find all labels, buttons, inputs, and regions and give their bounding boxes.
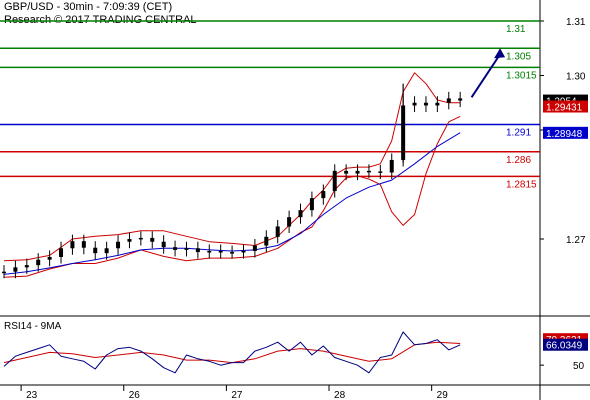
- price-bar-body: [2, 271, 6, 274]
- level-label-1-31: 1.31: [506, 24, 526, 35]
- price-bar-body: [195, 248, 200, 253]
- price-bar-body: [47, 256, 52, 260]
- price-bar-body: [355, 170, 360, 174]
- price-bar-body: [412, 102, 417, 106]
- price-bar-body: [230, 252, 235, 254]
- price-tag-label: 1.29431: [546, 103, 583, 114]
- price-bar-body: [344, 170, 349, 174]
- x-tick-label: 27: [231, 390, 243, 400]
- level-label-1-305: 1.305: [506, 51, 531, 62]
- price-bar-body: [241, 250, 246, 253]
- price-y-tick-label: 1.31: [566, 17, 586, 28]
- price-bar-body: [70, 241, 75, 249]
- price-bar-body: [389, 159, 394, 173]
- price-bar-body: [184, 248, 189, 250]
- x-tick-label: 29: [437, 390, 449, 400]
- price-bar-body: [116, 241, 121, 249]
- price-y-tick-label: 1.27: [566, 235, 586, 246]
- price-bar-body: [423, 102, 428, 106]
- rsi-ma-line: [3, 341, 461, 364]
- price-bar-body: [127, 239, 132, 242]
- level-label-1-291: 1.291: [506, 128, 531, 139]
- copyright-notice: Research © 2017 TRADING CENTRAL: [4, 14, 197, 26]
- rsi-value-tag-label: 66.0349: [546, 341, 583, 352]
- target-arrow-head: [494, 48, 506, 59]
- target-arrow-shaft: [470, 53, 501, 98]
- rsi-y-tick-label: 50: [573, 361, 585, 372]
- level-label-1-286: 1.286: [506, 155, 531, 166]
- price-bar-body: [275, 226, 280, 237]
- price-bar-body: [59, 248, 64, 257]
- price-bar-body: [264, 236, 269, 246]
- price-bar-body: [458, 98, 463, 101]
- price-tag-label: 1.28948: [546, 129, 583, 140]
- bollinger-lower-line: [3, 115, 461, 278]
- price-bar-body: [24, 265, 29, 268]
- price-bar-body: [435, 102, 440, 106]
- price-bar-body: [298, 210, 303, 218]
- x-tick-label: 23: [26, 390, 38, 400]
- level-label-1-3015: 1.3015: [506, 70, 537, 81]
- price-bar-body: [161, 241, 166, 248]
- price-bar-body: [207, 250, 212, 253]
- price-bar-body: [218, 250, 223, 253]
- x-tick-label: 28: [334, 390, 346, 400]
- level-label-1-2815: 1.2815: [506, 179, 537, 190]
- rsi-value-tag-box: [543, 338, 588, 351]
- price-bar-body: [150, 237, 155, 242]
- price-y-tick-label: 1.30: [566, 72, 586, 83]
- price-bar-body: [321, 191, 326, 199]
- price-bar-body: [332, 170, 337, 192]
- bollinger-upper-line: [3, 72, 461, 262]
- price-bar-body: [173, 247, 178, 250]
- price-bar-body: [138, 237, 143, 240]
- chart-title: GBP/USD - 30min - 7:09:39 (CET): [4, 1, 173, 13]
- price-bar-body: [287, 217, 292, 227]
- price-bar-body: [81, 241, 86, 248]
- price-bar-body: [446, 98, 451, 103]
- price-bar-body: [366, 170, 371, 173]
- price-bar-body: [36, 259, 41, 266]
- price-tag-box: [543, 126, 588, 139]
- price-bar-body: [378, 171, 383, 173]
- rsi-line: [3, 331, 461, 374]
- price-bar-body: [309, 198, 314, 211]
- price-bar-body: [104, 248, 109, 254]
- price-bar-body: [93, 247, 98, 254]
- price-tag-box: [543, 100, 588, 113]
- price-bar-body: [13, 267, 18, 272]
- price-bar-body: [252, 245, 257, 251]
- rsi-panel-title: RSI14 - 9MA: [4, 321, 62, 332]
- x-tick-label: 26: [129, 390, 141, 400]
